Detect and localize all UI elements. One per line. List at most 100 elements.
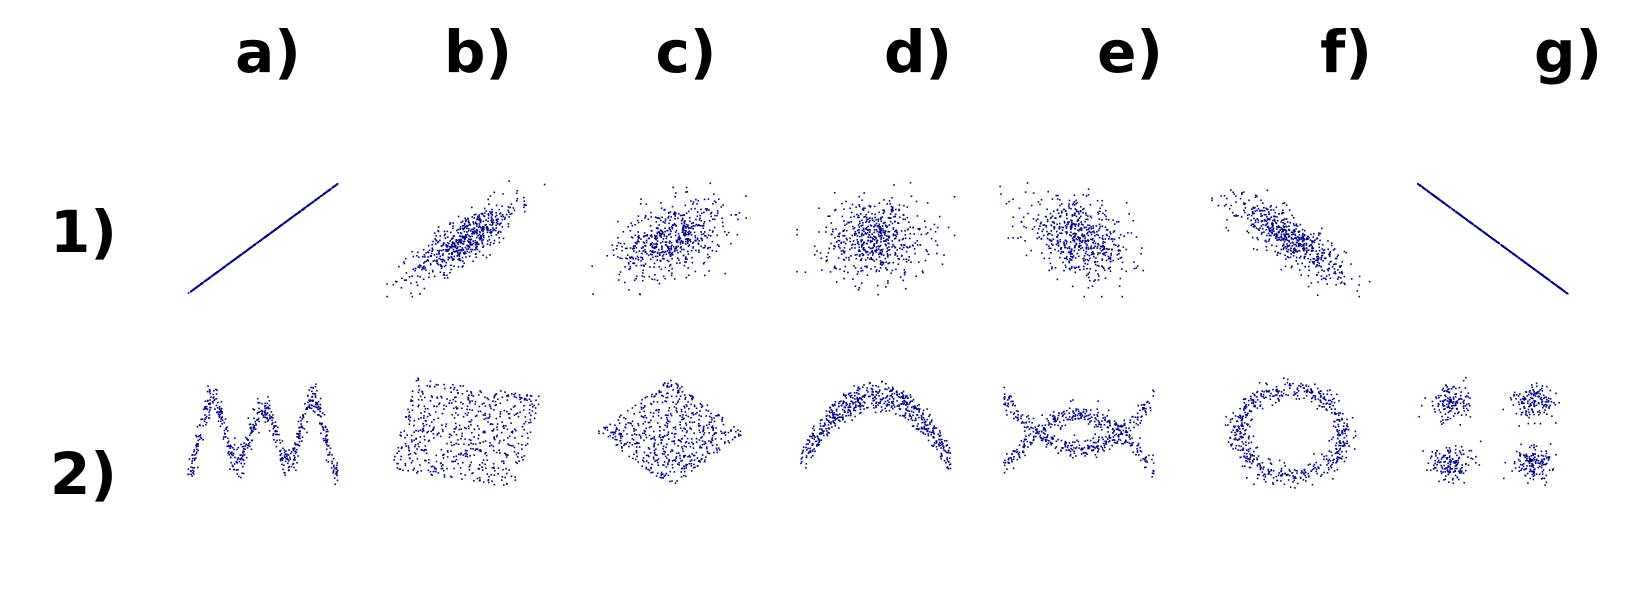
data-point: [884, 230, 887, 232]
data-point: [407, 415, 410, 418]
data-point: [450, 246, 453, 248]
data-point: [443, 274, 446, 276]
data-point: [665, 237, 668, 240]
data-point: [1088, 271, 1091, 274]
data-point: [1368, 280, 1371, 283]
data-point: [1082, 194, 1084, 196]
data-point: [452, 456, 455, 458]
data-point: [325, 448, 328, 451]
data-point: [1223, 195, 1226, 197]
data-point: [860, 225, 863, 227]
data-point: [1123, 235, 1125, 237]
data-point: [631, 224, 634, 227]
data-point: [884, 243, 887, 245]
data-point: [1279, 252, 1281, 255]
data-point: [449, 246, 452, 249]
data-point: [643, 242, 646, 244]
data-point: [833, 209, 836, 212]
data-point: [1253, 217, 1255, 220]
data-point: [889, 203, 891, 205]
data-point: [689, 240, 692, 243]
data-point: [1074, 257, 1077, 259]
data-point: [1101, 265, 1103, 267]
data-point: [284, 453, 287, 456]
data-point: [878, 252, 881, 255]
data-point: [490, 220, 493, 223]
data-point: [644, 249, 646, 251]
data-point: [528, 412, 531, 414]
data-point: [859, 259, 862, 261]
data-point: [272, 427, 275, 430]
data-point: [1074, 212, 1076, 215]
data-point: [487, 198, 489, 201]
data-point: [708, 255, 711, 258]
data-point: [673, 250, 676, 253]
data-point: [236, 448, 238, 451]
data-point: [1309, 239, 1312, 241]
data-point: [685, 256, 687, 258]
data-point: [275, 445, 278, 448]
data-point: [498, 230, 500, 233]
data-point: [640, 260, 642, 262]
data-point: [473, 227, 475, 229]
data-point: [492, 223, 494, 225]
data-point: [248, 443, 250, 445]
data-point: [651, 236, 653, 238]
data-point: [294, 442, 296, 444]
data-point: [1287, 233, 1290, 235]
data-point: [702, 227, 705, 229]
data-point: [687, 245, 690, 248]
data-point: [198, 424, 201, 426]
data-point: [668, 270, 670, 272]
data-point: [1141, 247, 1143, 249]
data-point: [450, 231, 452, 234]
data-point: [322, 437, 325, 440]
data-point: [687, 267, 689, 269]
data-point: [203, 281, 205, 283]
data-point: [401, 277, 403, 280]
data-point: [513, 414, 516, 416]
data-point: [875, 222, 878, 225]
data-point: [1339, 282, 1342, 285]
data-point: [854, 230, 857, 233]
data-point: [1079, 237, 1081, 239]
data-point: [1556, 285, 1558, 287]
data-point: [915, 200, 918, 203]
data-point: [296, 212, 299, 214]
data-point: [881, 248, 884, 251]
data-point: [1274, 211, 1276, 214]
data-point: [642, 264, 645, 267]
data-point: [1451, 208, 1454, 210]
data-point: [461, 225, 464, 227]
data-point: [1012, 216, 1015, 218]
data-point: [870, 240, 872, 242]
data-point: [660, 236, 663, 239]
data-point: [281, 459, 284, 462]
data-point: [1291, 233, 1293, 236]
data-point: [919, 244, 922, 246]
data-point: [439, 255, 442, 258]
data-point: [654, 255, 657, 258]
data-point: [1105, 229, 1108, 231]
data-point: [859, 213, 862, 215]
data-point: [661, 246, 663, 249]
data-point: [726, 234, 728, 236]
data-point: [423, 417, 425, 419]
data-point: [856, 239, 859, 241]
data-point: [1089, 247, 1092, 250]
data-point: [290, 465, 293, 468]
data-point: [1053, 221, 1055, 223]
data-point: [858, 249, 860, 251]
data-point: [634, 223, 636, 226]
data-point: [663, 209, 665, 211]
data-point: [279, 459, 282, 462]
data-point: [1281, 219, 1283, 221]
data-point: [422, 429, 425, 432]
data-point: [611, 244, 614, 246]
data-point: [1130, 232, 1133, 234]
data-point: [1457, 212, 1460, 215]
data-point: [511, 430, 514, 433]
data-point: [268, 414, 271, 416]
data-point: [1271, 244, 1273, 247]
data-point: [443, 242, 445, 244]
